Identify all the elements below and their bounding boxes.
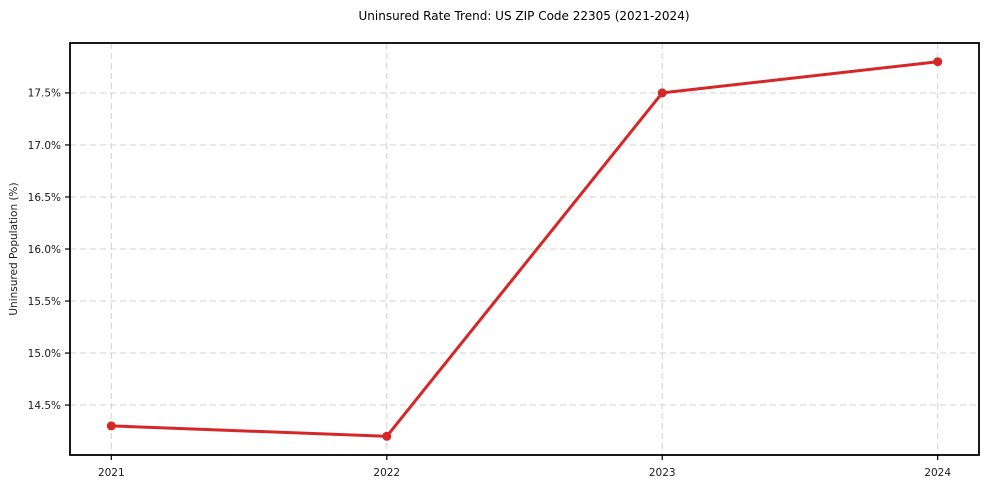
x-tick-label: 2023 [649, 467, 676, 479]
x-tick-label: 2024 [924, 467, 951, 479]
y-tick-label: 17.5% [28, 88, 61, 100]
chart-title: Uninsured Rate Trend: US ZIP Code 22305 … [358, 9, 689, 23]
y-tick-label: 15.0% [28, 348, 61, 360]
y-tick-label: 15.5% [28, 296, 61, 308]
y-axis-ticks [65, 92, 70, 406]
data-points [106, 57, 943, 441]
data-point [933, 57, 943, 67]
y-tick-label: 17.0% [28, 140, 61, 152]
data-point [106, 421, 116, 431]
data-point [382, 431, 392, 441]
trend-line [109, 60, 940, 438]
y-tick-label: 16.5% [28, 192, 61, 204]
x-axis-ticks [110, 455, 939, 460]
x-axis-tick-labels: 2021 2022 2023 2024 [98, 467, 951, 479]
y-tick-label: 14.5% [28, 400, 61, 412]
x-tick-label: 2022 [373, 467, 400, 479]
gridlines [70, 43, 979, 455]
y-tick-label: 16.0% [28, 244, 61, 256]
y-axis-tick-labels: 14.5% 15.0% 15.5% 16.0% 16.5% 17.0% 17.5% [28, 88, 61, 412]
y-axis-label: Uninsured Population (%) [8, 182, 20, 315]
data-point [657, 88, 667, 98]
x-tick-label: 2021 [98, 467, 125, 479]
